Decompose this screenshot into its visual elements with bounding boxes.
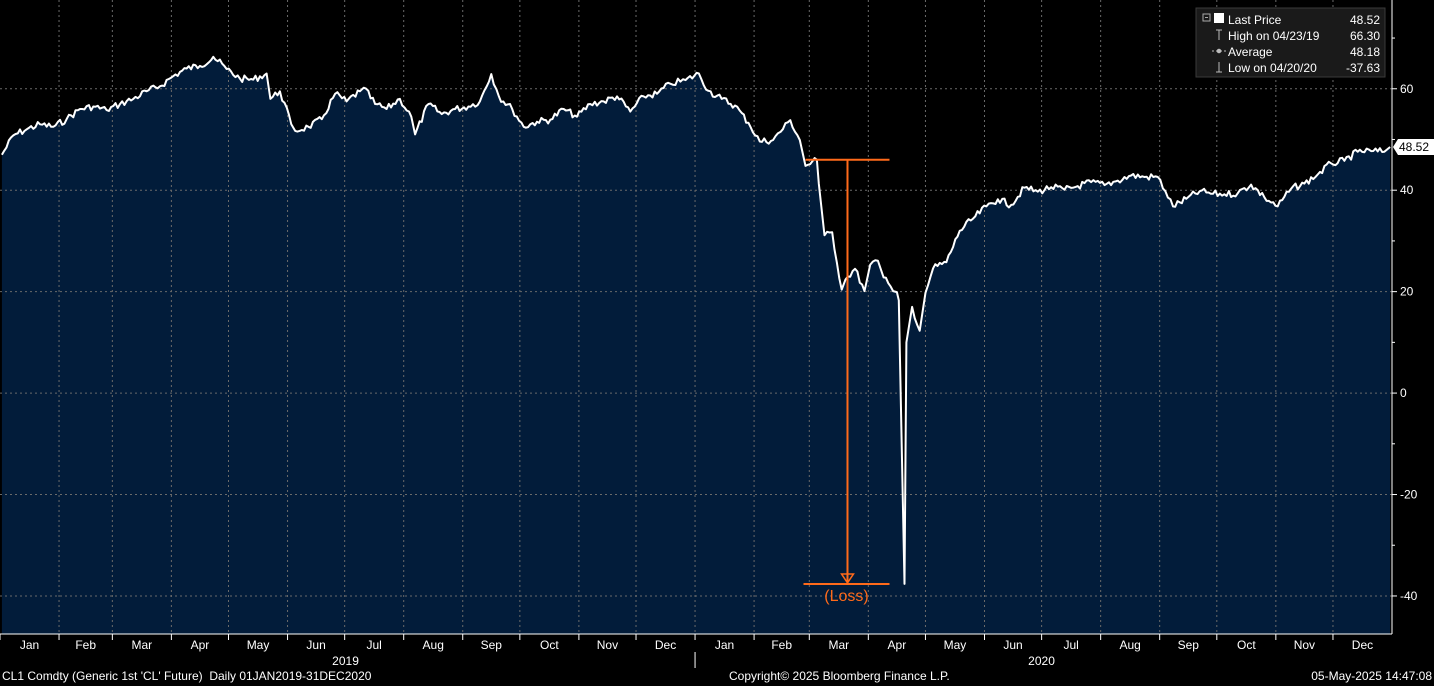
- last-price-swatch-icon: [1214, 13, 1224, 23]
- month-label: Apr: [888, 638, 907, 652]
- month-label: Aug: [423, 638, 444, 652]
- value-tick-label: -40: [1400, 589, 1418, 603]
- month-label: Oct: [1237, 638, 1256, 652]
- legend: Last Price 48.52 High on 04/23/19 66.30 …: [1195, 7, 1386, 78]
- last-value-label: 48.52: [1399, 140, 1429, 154]
- month-label: Mar: [828, 638, 849, 652]
- year-label: 2020: [1028, 654, 1055, 668]
- price-area-fill: [1, 56, 1391, 635]
- month-label: Dec: [1352, 638, 1373, 652]
- month-label: Mar: [132, 638, 153, 652]
- month-label: Jun: [1003, 638, 1022, 652]
- loss-arrowhead-icon: [840, 573, 855, 585]
- month-label: Aug: [1119, 638, 1140, 652]
- legend-collapse-icon[interactable]: [1202, 13, 1211, 22]
- month-label: Jan: [715, 638, 734, 652]
- legend-label-low: Low on 04/20/20: [1228, 61, 1317, 75]
- month-label: Apr: [191, 638, 210, 652]
- month-label: Oct: [540, 638, 559, 652]
- month-label: Feb: [75, 638, 96, 652]
- value-tick-label: 40: [1400, 183, 1414, 197]
- legend-value-average: 48.18: [1350, 45, 1380, 59]
- legend-label-high: High on 04/23/19: [1228, 29, 1320, 43]
- month-label: Jan: [20, 638, 39, 652]
- x-axis: Jan Feb Mar Apr May Jun Jul Aug Sep Oct Nov Dec Jan F…: [0, 634, 1373, 668]
- legend-value-low: -37.63: [1346, 61, 1380, 75]
- footer-timestamp: 05-May-2025 14:47:08: [1311, 669, 1432, 683]
- month-label: Feb: [771, 638, 792, 652]
- value-tick-label: 20: [1400, 285, 1414, 299]
- footer-copyright: Copyright© 2025 Bloomberg Finance L.P.: [729, 669, 950, 683]
- average-marker-icon: [1212, 48, 1226, 54]
- legend-box: [1195, 7, 1386, 78]
- month-label: Sep: [481, 638, 503, 652]
- legend-label-last-price: Last Price: [1228, 13, 1282, 27]
- last-value-marker: 48.52: [1393, 138, 1434, 155]
- month-label: Sep: [1178, 638, 1200, 652]
- legend-label-average: Average: [1228, 45, 1273, 59]
- high-marker-icon: [1216, 29, 1222, 40]
- month-label: Nov: [1294, 638, 1315, 652]
- month-label: Jul: [1063, 638, 1078, 652]
- y-axis: 60 40 20 0 -20 -40: [1392, 37, 1418, 603]
- legend-value-last-price: 48.52: [1350, 13, 1380, 27]
- month-label: Dec: [655, 638, 676, 652]
- month-label: Jun: [306, 638, 325, 652]
- value-tick-label: 60: [1400, 82, 1414, 96]
- gridlines-overlay: [0, 0, 1392, 634]
- month-label: May: [944, 638, 967, 652]
- loss-label: (Loss): [824, 588, 868, 605]
- last-value-flag: [1393, 138, 1434, 155]
- month-label: Jul: [367, 638, 382, 652]
- footer-security-description: CL1 Comdty (Generic 1st 'CL' Future) Dai…: [2, 669, 372, 683]
- legend-value-high: 66.30: [1350, 29, 1380, 43]
- month-label: Nov: [597, 638, 618, 652]
- loss-annotation: (Loss): [803, 158, 890, 605]
- year-label: 2019: [332, 654, 359, 668]
- value-tick-label: -20: [1400, 488, 1418, 502]
- value-tick-label: 0: [1400, 386, 1407, 400]
- low-marker-icon: [1216, 62, 1222, 73]
- price-line: [1, 55, 1391, 585]
- month-label: May: [247, 638, 270, 652]
